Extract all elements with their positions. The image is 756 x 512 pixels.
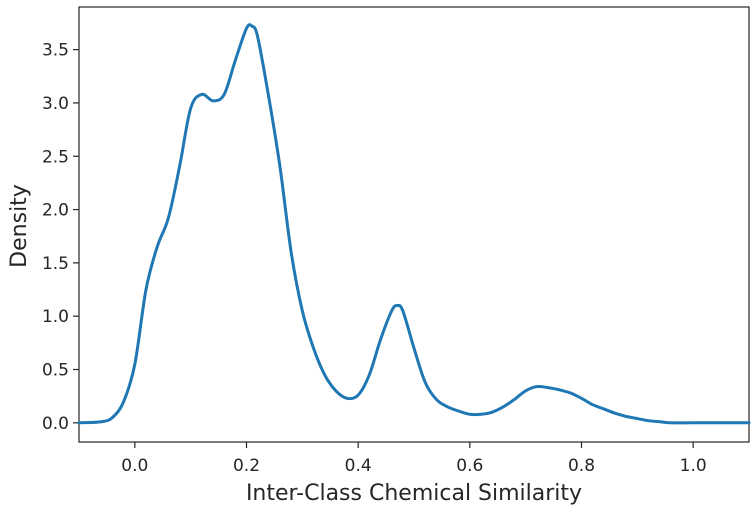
x-tick-label: 0.2	[233, 456, 260, 476]
density-curve	[77, 23, 751, 425]
y-tick-label: 0.0	[42, 414, 69, 434]
plot-area: 0.0 0.2 0.4 0.6 0.8 1.0 0.0 0.5 1.0 1.5 2.0 2.5 3.0 3…	[42, 6, 751, 476]
y-tick-label: 1.0	[42, 307, 69, 327]
x-tick-label: 0.8	[568, 456, 595, 476]
y-tick-label: 0.5	[42, 361, 69, 381]
y-tick-label: 3.0	[42, 94, 69, 114]
y-tick-label: 1.5	[42, 254, 69, 274]
y-tick-label: 3.5	[42, 41, 69, 61]
y-tick-label: 2.0	[42, 201, 69, 221]
x-axis-label: Inter-Class Chemical Similarity	[246, 481, 582, 506]
x-tick-label: 0.0	[121, 456, 148, 476]
y-tick-label: 2.5	[42, 147, 69, 167]
x-tick-label: 0.4	[345, 456, 372, 476]
x-tick-label: 1.0	[680, 456, 707, 476]
y-axis-label: Density	[7, 184, 32, 268]
x-tick-label: 0.6	[456, 456, 483, 476]
plot-frame	[78, 6, 750, 443]
